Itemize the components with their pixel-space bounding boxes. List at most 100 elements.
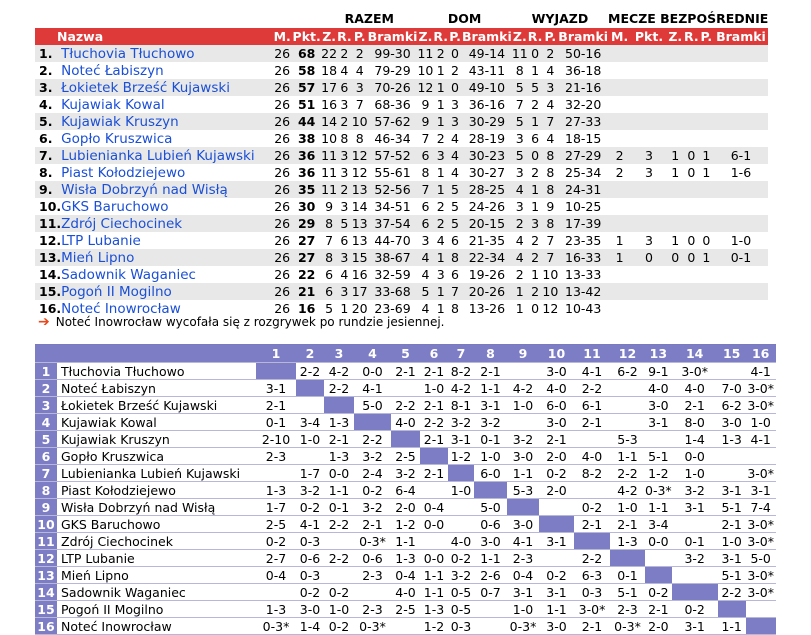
team-link[interactable]: Kujawiak Kowal <box>61 96 273 113</box>
stat-cell: 3 <box>351 79 368 96</box>
matrix-result-cell: 0-2 <box>296 583 324 601</box>
matrix-result-cell: 1-2 <box>645 464 672 482</box>
matrix-column-number: 7 <box>448 344 474 363</box>
matrix-result-cell: 2-1 <box>474 362 507 380</box>
matrix-result-cell: 4-0 <box>539 379 574 397</box>
points-cell: 35 <box>292 181 322 198</box>
matrix-result-cell: 2-1 <box>256 396 296 414</box>
stat-cell: 70-26 <box>367 79 418 96</box>
stat-cell <box>698 62 714 79</box>
matrix-result-cell: 0-5 <box>448 583 474 601</box>
team-link[interactable]: Sadownik Waganiec <box>61 266 273 283</box>
matrix-result-cell: 2-6 <box>474 566 507 584</box>
team-link[interactable]: Zdrój Ciechocinek <box>61 215 273 232</box>
matrix-result-cell: 3-2 <box>671 481 718 499</box>
matrix-team-name: Łokietek Brześć Kujawski <box>57 396 256 414</box>
position-cell: 16. <box>35 300 62 317</box>
matrix-column-number: 6 <box>420 344 448 363</box>
matrix-row: 15 Pogoń II Mogilno 1-3 3-0 1-0 2-3 2-5 1-3 0-5 1… <box>35 600 776 618</box>
stat-cell: 3 <box>631 232 667 249</box>
matrix-result-cell: 2-7 <box>256 549 296 567</box>
column-header: R. <box>337 28 352 45</box>
team-link[interactable]: GKS Baruchowo <box>61 198 273 215</box>
matrix-column-number: 12 <box>610 344 645 363</box>
matrix-row: 6 Gopło Kruszwica 2-3 1-3 3-2 2-5 1-2 1-0 3-0 2-0… <box>35 447 776 465</box>
stat-cell: 8 <box>351 130 368 147</box>
stat-cell <box>698 45 714 62</box>
matrix-result-cell: 1-3 <box>256 481 296 499</box>
matrix-result-cell: 0-4 <box>256 566 296 584</box>
column-header: P. <box>698 28 714 45</box>
stat-cell: 4 <box>337 62 352 79</box>
stat-cell <box>631 266 667 283</box>
stat-cell: 5 <box>511 79 528 96</box>
team-link[interactable]: Łokietek Brześć Kujawski <box>61 79 273 96</box>
team-link[interactable]: Wisła Dobrzyń nad Wisłą <box>61 181 273 198</box>
matrix-result-cell: 0-2 <box>539 464 574 482</box>
matrix-result-cell: 1-0 <box>507 600 539 618</box>
stat-cell: 4 <box>417 300 434 317</box>
stat-cell: 13-26 <box>462 300 512 317</box>
matrix-result-cell: 1-2 <box>420 617 448 635</box>
matrix-result-cell: 2-1 <box>420 464 448 482</box>
position-cell: 15. <box>35 283 62 300</box>
points-cell: 27 <box>292 249 322 266</box>
matrix-row-number: 14 <box>35 583 57 601</box>
column-header: R. <box>527 28 543 45</box>
stat-cell: 10-43 <box>558 300 609 317</box>
team-link[interactable]: LTP Lubanie <box>61 232 273 249</box>
stat-cell: 6 <box>417 198 434 215</box>
stat-cell: 3 <box>511 198 528 215</box>
matrix-result-cell: 3-2 <box>671 549 718 567</box>
stat-cell: 1 <box>608 249 632 266</box>
stat-cell <box>666 113 684 130</box>
stat-cell: 2 <box>608 164 632 181</box>
stat-cell: 2 <box>433 198 449 215</box>
column-header: Pkt. <box>631 28 667 45</box>
column-header: Z. <box>511 28 528 45</box>
stat-cell: 1 <box>698 249 714 266</box>
stat-cell: 1 <box>433 96 449 113</box>
matrix-team-name: Wisła Dobrzyń nad Wisłą <box>57 498 256 516</box>
matrix-column-number: 11 <box>574 344 610 363</box>
matrix-result-cell <box>671 566 718 584</box>
matrix-row-number: 13 <box>35 566 57 584</box>
team-link[interactable]: Noteć Inowrocław <box>61 300 273 317</box>
team-link[interactable]: Gopło Kruszwica <box>61 130 273 147</box>
stat-cell: 7 <box>417 181 434 198</box>
standings-row: 13. Mień Lipno 26 27 8 3 15 38-67 4 1 8 22-34 4 2 7 16-… <box>35 249 769 266</box>
team-link[interactable]: Tłuchovia Tłuchowo <box>61 45 273 62</box>
matrix-row-number: 12 <box>35 549 57 567</box>
stat-cell: 26 <box>272 147 293 164</box>
stat-cell: 6 <box>337 79 352 96</box>
stat-cell: 0 <box>527 45 543 62</box>
position-cell: 4. <box>35 96 62 113</box>
stat-cell: 26 <box>272 96 293 113</box>
stat-cell <box>698 96 714 113</box>
stat-cell: 1 <box>527 181 543 198</box>
matrix-result-cell <box>610 396 645 414</box>
matrix-row: 14 Sadownik Waganiec 0-2 0-2 4-0 1-1 0-5 0-7 3-1… <box>35 583 776 601</box>
position-cell: 5. <box>35 113 62 130</box>
matrix-result-cell: 0-1 <box>474 430 507 448</box>
stat-cell <box>698 266 714 283</box>
position-cell: 12. <box>35 232 62 249</box>
matrix-row: 11 Zdrój Ciechocinek 0-2 0-3 0-3* 1-1 4-0 3-0 4-… <box>35 532 776 550</box>
team-link[interactable]: Mień Lipno <box>61 249 273 266</box>
stat-cell: 3 <box>511 164 528 181</box>
team-link[interactable]: Kujawiak Kruszyn <box>61 113 273 130</box>
team-link[interactable]: Piast Kołodziejewo <box>61 164 273 181</box>
stat-cell: 0 <box>448 79 463 96</box>
team-link[interactable]: Pogoń II Mogilno <box>61 283 273 300</box>
team-link[interactable]: Lubienianka Lubień Kujawski <box>61 147 273 164</box>
matrix-result-cell: 3-4 <box>645 515 672 533</box>
stat-cell: 8 <box>337 130 352 147</box>
matrix-result-cell: 3-2 <box>507 430 539 448</box>
stat-cell: 10 <box>542 283 559 300</box>
matrix-result-cell: 4-2 <box>448 379 474 397</box>
stat-cell <box>666 266 684 283</box>
stat-cell <box>713 300 769 317</box>
matrix-result-cell: 3-4 <box>296 413 324 431</box>
team-link[interactable]: Noteć Łabiszyn <box>61 62 273 79</box>
stat-cell: 8 <box>542 164 559 181</box>
